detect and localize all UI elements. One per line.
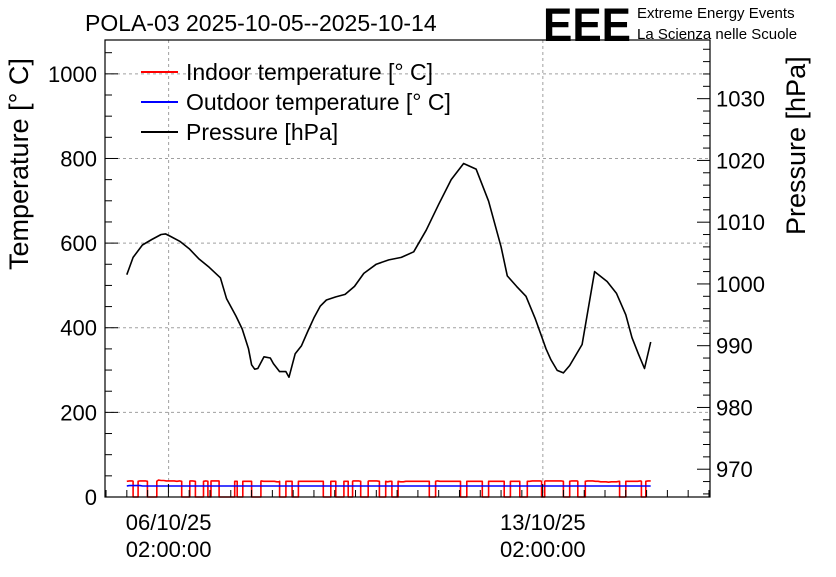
left-tick-label: 0	[85, 485, 97, 510]
right-tick-label: 980	[716, 395, 753, 420]
logo-line-2: La Scienza nelle Scuole	[637, 26, 797, 43]
right-tick-label: 1020	[716, 148, 765, 173]
y-axis-left-title: Temperature [° C]	[4, 58, 34, 270]
left-tick-label: 1000	[48, 62, 97, 87]
logo-line-1: Extreme Energy Events	[637, 5, 795, 22]
left-tick-label: 600	[60, 231, 97, 256]
right-tick-label: 1030	[716, 87, 765, 112]
x-tick-label-time: 02:00:00	[126, 537, 212, 562]
right-tick-label: 1000	[716, 272, 765, 297]
right-tick-label: 970	[716, 457, 753, 482]
legend-label-pressure: Pressure [hPa]	[186, 119, 338, 145]
right-tick-label: 1010	[716, 210, 765, 235]
left-tick-label: 800	[60, 146, 97, 171]
left-tick-label: 400	[60, 316, 97, 341]
x-tick-label-date: 13/10/25	[500, 510, 586, 535]
legend-label-indoor: Indoor temperature [° C]	[186, 59, 433, 85]
left-tick-label: 200	[60, 400, 97, 425]
logo-eee-text: EEE	[543, 0, 631, 51]
legend-label-outdoor: Outdoor temperature [° C]	[186, 89, 451, 115]
y-axis-right-title: Pressure [hPa]	[781, 56, 811, 235]
x-tick-label-date: 06/10/25	[126, 510, 212, 535]
x-tick-label-time: 02:00:00	[500, 537, 586, 562]
right-tick-label: 990	[716, 334, 753, 359]
chart-title: POLA-03 2025-10-05--2025-10-14	[85, 10, 437, 36]
